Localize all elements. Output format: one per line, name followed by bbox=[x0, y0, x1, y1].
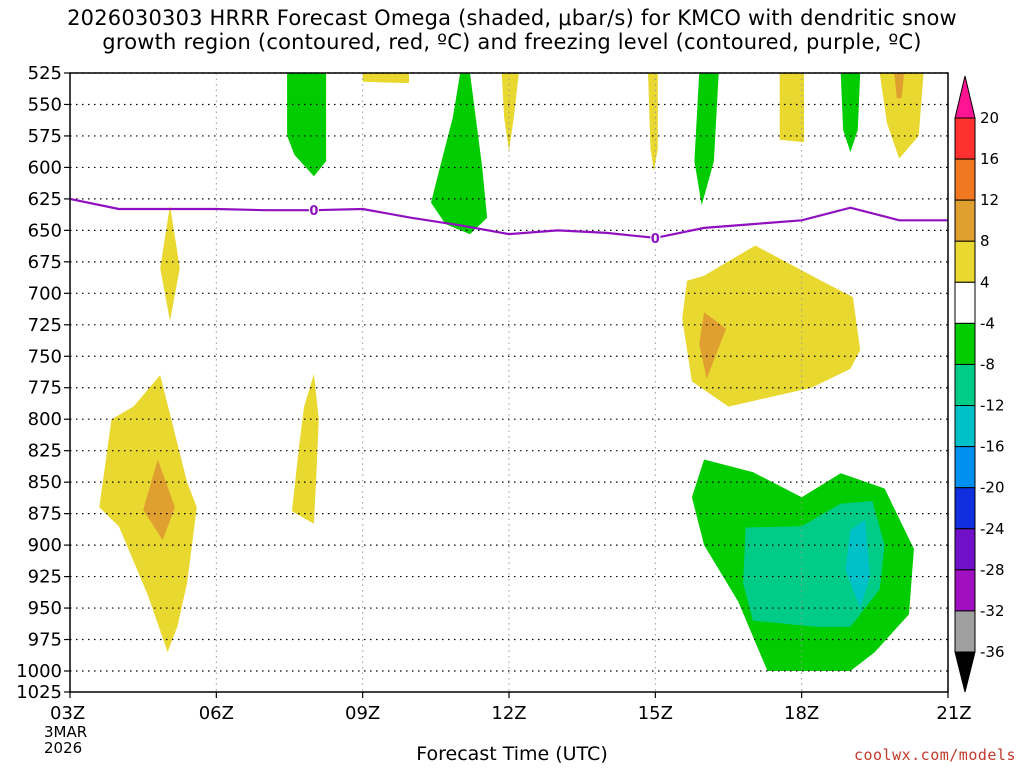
omega-region-yellow-block-18z bbox=[779, 73, 805, 143]
colorbar-label-12: -32 bbox=[980, 602, 1005, 620]
colorbar-bin-9 bbox=[954, 446, 976, 489]
omega-region-yellow-spike-05z-upper bbox=[160, 205, 180, 321]
y-tick-label-700: 700 bbox=[28, 283, 62, 304]
colorbar-bin-5 bbox=[954, 281, 976, 324]
y-tick-label-575: 575 bbox=[28, 126, 62, 147]
y-tick-label-600: 600 bbox=[28, 157, 62, 178]
freezing-level-line bbox=[69, 197, 948, 240]
colorbar-bin-10 bbox=[954, 487, 976, 530]
omega-region-yellow-blob-17z bbox=[682, 245, 861, 407]
omega-region-green-column-11z bbox=[431, 73, 488, 235]
x-tick-label-09Z: 09Z bbox=[345, 703, 380, 724]
grid-layer bbox=[70, 72, 948, 692]
colorbar-bin-4 bbox=[954, 240, 976, 283]
y-tick-label-650: 650 bbox=[28, 220, 62, 241]
y-tick-label-1000: 1000 bbox=[16, 661, 62, 682]
omega-region-teal-blob-18z bbox=[743, 501, 885, 627]
colorbar-bin-2 bbox=[954, 158, 976, 201]
y-tick-label-975: 975 bbox=[28, 630, 62, 651]
colorbar-label-2: 12 bbox=[980, 191, 999, 209]
watermark[interactable]: coolwx.com/models bbox=[853, 746, 1016, 764]
y-tick-label-1025: 1025 bbox=[16, 682, 62, 703]
y-tick-label-875: 875 bbox=[28, 504, 62, 525]
y-tick-label-725: 725 bbox=[28, 315, 62, 336]
date-year-label: 2026 bbox=[44, 739, 83, 757]
omega-region-orange-core-05z bbox=[143, 459, 175, 541]
colorbar-bin-12 bbox=[954, 569, 976, 612]
colorbar-bin-1 bbox=[954, 117, 976, 160]
colorbar-label-8: -16 bbox=[980, 438, 1005, 456]
colorbar-label-3: 8 bbox=[980, 232, 990, 250]
y-tick-label-900: 900 bbox=[28, 535, 62, 556]
colorbar-label-5: -4 bbox=[980, 314, 995, 332]
x-axis: 03Z 06Z 09Z 12Z 15Z 18Z 21Z bbox=[50, 692, 972, 724]
y-axis: 525 550 575 600 625 650 675 700 725 750 775 800 825 8… bbox=[16, 63, 70, 703]
freezing-level-layer: 00 bbox=[69, 197, 948, 247]
x-axis-title: Forecast Time (UTC) bbox=[416, 743, 608, 765]
y-tick-label-925: 925 bbox=[28, 567, 62, 588]
omega-region-yellow-sliver-08z bbox=[291, 373, 319, 524]
colorbar-label-6: -8 bbox=[980, 355, 995, 373]
y-tick-label-950: 950 bbox=[28, 598, 62, 619]
x-tick-label-18Z: 18Z bbox=[784, 703, 819, 724]
omega-region-cyan-core-19z bbox=[845, 519, 870, 609]
omega-shading-layer bbox=[99, 73, 924, 671]
freezing-level-label-1: 0 bbox=[651, 232, 660, 247]
y-tick-label-750: 750 bbox=[28, 346, 62, 367]
omega-region-yellow-block-09z bbox=[362, 73, 409, 84]
omega-region-yellow-blob-20z bbox=[879, 73, 924, 159]
x-tick-label-15Z: 15Z bbox=[638, 703, 673, 724]
date-day-label: 3MAR bbox=[44, 723, 88, 741]
omega-region-green-column-16z bbox=[694, 73, 719, 206]
colorbar-bin-8 bbox=[954, 405, 976, 448]
colorbar-bin-13 bbox=[954, 610, 976, 653]
y-tick-label-825: 825 bbox=[28, 441, 62, 462]
omega-region-yellow-spike-12z bbox=[501, 73, 519, 152]
colorbar-label-4: 4 bbox=[980, 273, 990, 291]
y-tick-label-625: 625 bbox=[28, 189, 62, 210]
y-tick-label-550: 550 bbox=[28, 94, 62, 115]
omega-region-yellow-spike-15z bbox=[648, 73, 658, 172]
x-tick-label-06Z: 06Z bbox=[199, 703, 234, 724]
colorbar-bottom-arrow bbox=[954, 651, 976, 693]
colorbar-bin-6 bbox=[954, 322, 976, 365]
y-tick-label-800: 800 bbox=[28, 409, 62, 430]
colorbar-label-1: 16 bbox=[980, 150, 999, 168]
colorbar: 20 16 12 8 4 -4 -8 -12 -16 -20 -24 -28 -32 -36 bbox=[954, 75, 1005, 693]
chart-title: 2026030303 HRRR Forecast Omega (shaded, … bbox=[0, 6, 1024, 54]
colorbar-label-0: 20 bbox=[980, 109, 999, 127]
colorbar-label-11: -28 bbox=[980, 561, 1005, 579]
colorbar-bin-3 bbox=[954, 199, 976, 242]
title-line-1: 2026030303 HRRR Forecast Omega (shaded, … bbox=[67, 6, 957, 30]
y-tick-label-775: 775 bbox=[28, 378, 62, 399]
omega-region-orange-tick-20z bbox=[894, 73, 905, 99]
omega-region-green-column-19z bbox=[840, 73, 861, 153]
colorbar-bin-7 bbox=[954, 363, 976, 407]
colorbar-label-10: -24 bbox=[980, 520, 1005, 538]
x-tick-label-03Z: 03Z bbox=[50, 703, 85, 724]
colorbar-bin-11 bbox=[954, 528, 976, 571]
freezing-label-bg-0 bbox=[308, 202, 319, 218]
omega-region-green-column-08z bbox=[287, 73, 327, 177]
title-line-2: growth region (contoured, red, ºC) and f… bbox=[102, 30, 922, 54]
freezing-level-label-0: 0 bbox=[309, 204, 318, 219]
x-tick-label-12Z: 12Z bbox=[491, 703, 526, 724]
y-tick-label-675: 675 bbox=[28, 252, 62, 273]
colorbar-label-9: -20 bbox=[980, 479, 1005, 497]
y-tick-label-850: 850 bbox=[28, 472, 62, 493]
colorbar-top-arrow bbox=[954, 75, 976, 119]
colorbar-label-13: -36 bbox=[980, 643, 1005, 661]
x-tick-label-21Z: 21Z bbox=[936, 703, 971, 724]
y-tick-label-525: 525 bbox=[28, 63, 62, 84]
colorbar-label-7: -12 bbox=[980, 397, 1005, 415]
freezing-label-bg-1 bbox=[650, 229, 661, 245]
omega-region-orange-core-16z bbox=[699, 312, 727, 379]
